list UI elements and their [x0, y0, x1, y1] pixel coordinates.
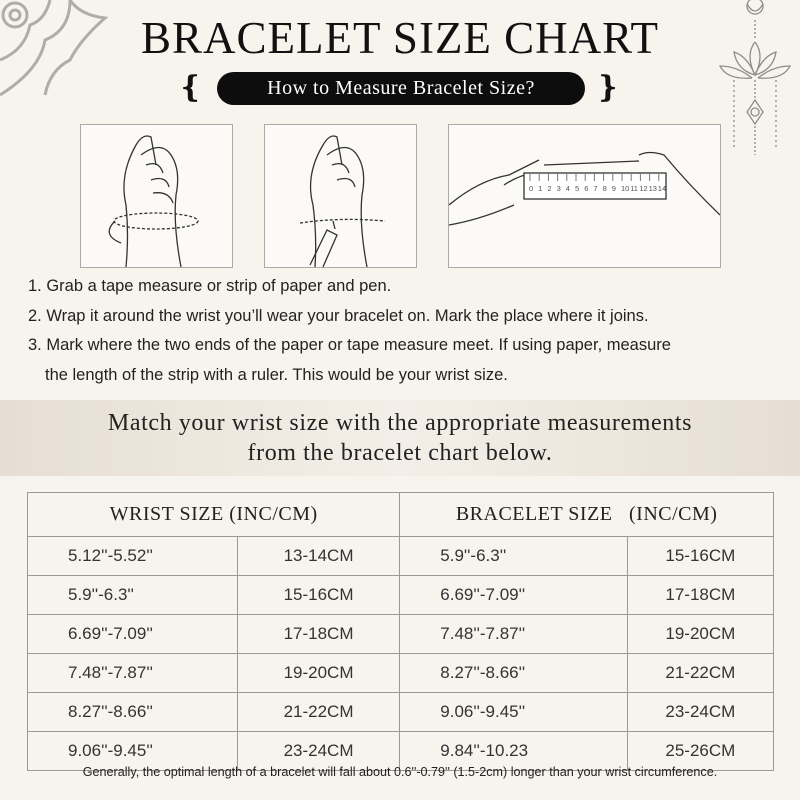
- hands-ruler-icon: 0 1 2 3 4 5 6 7 8 9 10 11 12 13 14: [448, 151, 721, 226]
- cell-bracelet-cm: 25-26CM: [626, 731, 775, 771]
- cell-wrist-inches: 5.12''-5.52'': [27, 536, 238, 576]
- cell-bracelet-cm: 21-22CM: [626, 653, 775, 693]
- table-header-row: WRIST SIZE (INC/CM) BRACELET SIZE (INC/C…: [26, 492, 774, 537]
- cell-bracelet-cm: 23-24CM: [626, 692, 775, 732]
- cell-wrist-cm: 13-14CM: [236, 536, 401, 576]
- ruler-number: 11: [630, 184, 638, 193]
- ruler-number: 10: [621, 184, 629, 193]
- cell-bracelet-inches: 8.27''-8.66'': [399, 653, 628, 693]
- cell-wrist-inches: 5.9''-6.3'': [27, 575, 238, 615]
- ruler-number: 9: [612, 184, 616, 193]
- table-row: 6.69''-7.09'' 17-18CM 7.48''-7.87'' 19-20CM: [27, 614, 775, 654]
- cell-bracelet-inches: 9.06''-9.45'': [399, 692, 628, 732]
- band-line-1: Match your wrist size with the appropria…: [107, 410, 693, 436]
- cell-wrist-cm: 23-24CM: [236, 731, 401, 771]
- cell-wrist-inches: 8.27''-8.66'': [27, 692, 238, 732]
- illustration-ruler-measure: 0 1 2 3 4 5 6 7 8 9 10 11 12 13 14: [448, 124, 721, 268]
- ruler-scale: 0 1 2 3 4 5 6 7 8 9 10 11 12 13 14: [529, 173, 666, 193]
- step-2: 2. Wrap it around the wrist you’ll wear …: [28, 306, 649, 325]
- hand-wrap-icon: [108, 135, 199, 268]
- band-line-2: from the bracelet chart below.: [247, 440, 553, 466]
- cell-wrist-cm: 19-20CM: [236, 653, 401, 693]
- step-3: 3. Mark where the two ends of the paper …: [28, 336, 671, 354]
- flourish-right-icon: ❵: [595, 70, 621, 105]
- cell-bracelet-cm: 15-16CM: [626, 536, 775, 576]
- table-row: 9.06''-9.45'' 23-24CM 9.84''-10.23 25-26CM: [27, 731, 775, 771]
- ruler-number: 13: [649, 184, 657, 193]
- cell-wrist-inches: 9.06''-9.45'': [27, 731, 238, 771]
- table-row: 5.9''-6.3'' 15-16CM 6.69''-7.09'' 17-18CM: [27, 575, 775, 615]
- ruler-number: 5: [575, 184, 579, 193]
- table-row: 8.27''-8.66'' 21-22CM 9.06''-9.45'' 23-24CM: [27, 692, 775, 732]
- measuring-steps: 1. Grab a tape measure or strip of paper…: [28, 272, 671, 390]
- ruler-number: 14: [658, 184, 666, 193]
- page-title: BRACELET SIZE CHART: [141, 13, 659, 63]
- cell-bracelet-cm: 17-18CM: [626, 575, 775, 615]
- ruler-number: 2: [547, 184, 551, 193]
- section-heading-pill: How to Measure Bracelet Size?: [217, 72, 585, 105]
- cell-bracelet-cm: 19-20CM: [626, 614, 775, 654]
- ruler-number: 1: [538, 184, 542, 193]
- header-bracelet-size: BRACELET SIZE (INC/CM): [399, 492, 774, 537]
- table-row: 5.12''-5.52'' 13-14CM 5.9''-6.3'' 15-16CM: [27, 536, 775, 576]
- table-row: 7.48''-7.87'' 19-20CM 8.27''-8.66'' 21-22CM: [27, 653, 775, 693]
- ruler-number: 0: [529, 184, 533, 193]
- instruction-band: Match your wrist size with the appropria…: [0, 400, 800, 476]
- mandala-ornament-icon: [0, 0, 109, 97]
- header-wrist-size: WRIST SIZE (INC/CM): [26, 492, 401, 537]
- step-3-continued: the length of the strip with a ruler. Th…: [45, 365, 508, 384]
- lotus-ornament-icon: [718, 0, 792, 155]
- size-chart-table: WRIST SIZE (INC/CM) BRACELET SIZE (INC/C…: [26, 492, 775, 771]
- flourish-left-icon: ❴: [178, 70, 204, 105]
- ruler-number: 3: [557, 184, 561, 193]
- cell-wrist-cm: 15-16CM: [236, 575, 401, 615]
- cell-bracelet-inches: 7.48''-7.87'': [399, 614, 628, 654]
- ruler-number: 8: [603, 184, 607, 193]
- ruler-number: 12: [639, 184, 647, 193]
- footnote: Generally, the optimal length of a brace…: [82, 765, 718, 779]
- cell-bracelet-inches: 6.69''-7.09'': [399, 575, 628, 615]
- ruler-number: 4: [566, 184, 570, 193]
- cell-wrist-cm: 17-18CM: [236, 614, 401, 654]
- cell-wrist-cm: 21-22CM: [236, 692, 401, 732]
- cell-bracelet-inches: 9.84''-10.23: [399, 731, 628, 771]
- hand-mark-icon: [299, 135, 386, 268]
- step-1: 1. Grab a tape measure or strip of paper…: [28, 277, 392, 295]
- illustration-mark-join: [264, 124, 417, 268]
- ruler-number: 7: [593, 184, 597, 193]
- illustration-wrap-wrist: [80, 124, 233, 268]
- cell-wrist-inches: 7.48''-7.87'': [27, 653, 238, 693]
- cell-bracelet-inches: 5.9''-6.3'': [399, 536, 628, 576]
- cell-wrist-inches: 6.69''-7.09'': [27, 614, 238, 654]
- ruler-number: 6: [584, 184, 588, 193]
